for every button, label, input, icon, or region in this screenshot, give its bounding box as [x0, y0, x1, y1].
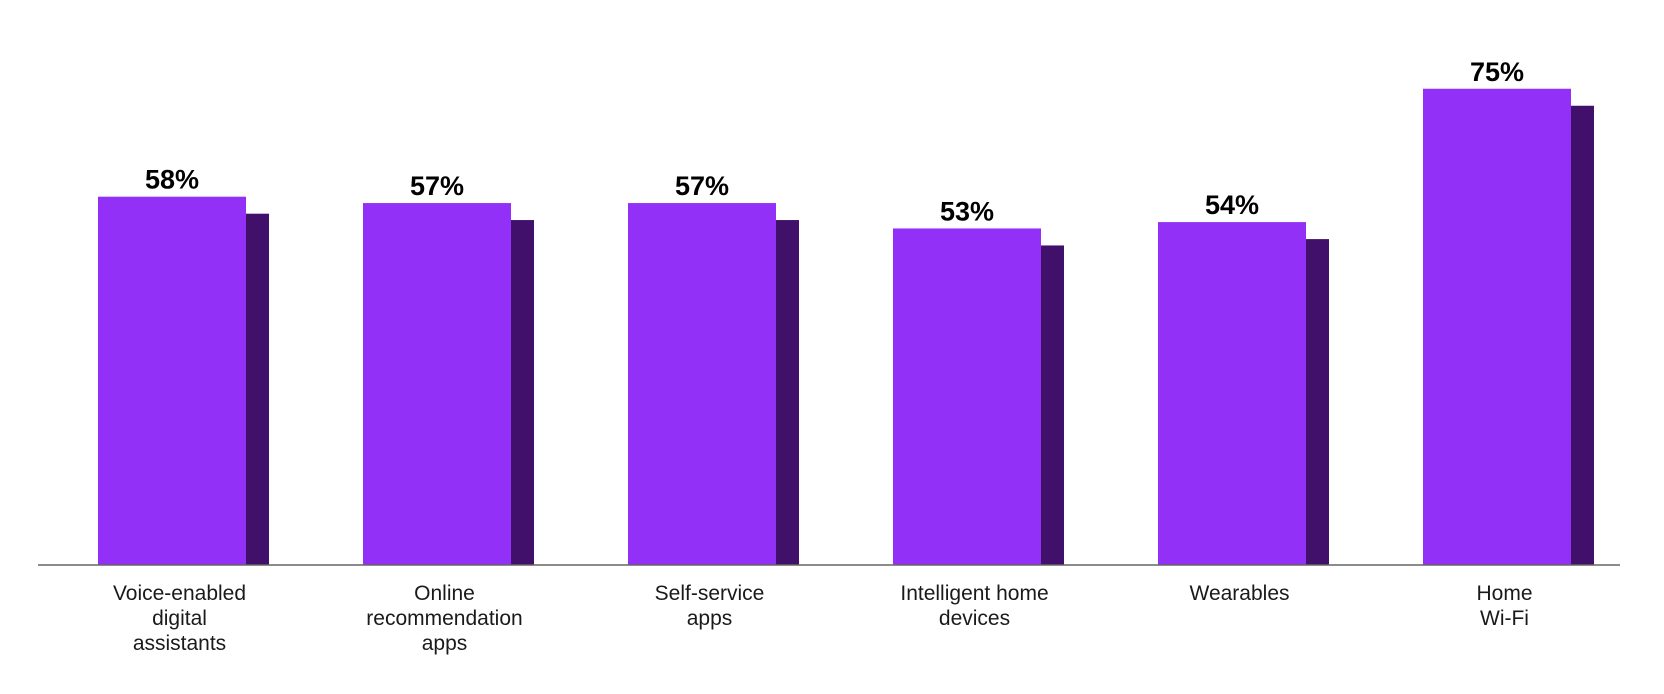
- bar-shadow-online-recommendation-apps: [511, 220, 534, 566]
- category-label-line: Online: [414, 582, 475, 605]
- bar-shadow-home-wi-fi: [1571, 105, 1594, 565]
- bar-intelligent-home-devices: [893, 228, 1041, 565]
- category-label-line: devices: [939, 607, 1010, 630]
- category-label-line: Intelligent home: [900, 582, 1048, 605]
- category-label-voice-enabled-digital-assistants: Voice-enabled digital assistants: [113, 582, 246, 655]
- category-label-line: Wi-Fi: [1480, 607, 1529, 630]
- category-label-line: apps: [687, 607, 733, 630]
- category-label-line: digital: [152, 607, 207, 630]
- category-label-intelligent-home-devices: Intelligent home devices: [900, 582, 1048, 630]
- bar-shadow-intelligent-home-devices: [1041, 245, 1064, 565]
- category-label-online-recommendation-apps: Online recommendation apps: [366, 582, 522, 655]
- bar-shadow-wearables: [1306, 239, 1329, 565]
- category-label-line: Wearables: [1190, 582, 1290, 605]
- value-label-home-wi-fi: 75%: [1470, 57, 1524, 87]
- category-label-self-service-apps: Self-service apps: [655, 582, 765, 630]
- category-label-line: Home: [1476, 582, 1532, 605]
- labels-layer: 58% Voice-enabled digital assistants 57% Onli…: [113, 57, 1533, 655]
- category-label-line: Voice-enabled: [113, 582, 246, 605]
- category-label-line: apps: [422, 632, 468, 655]
- bar-home-wi-fi: [1423, 88, 1571, 565]
- bar-shadow-voice-enabled-digital-assistants: [246, 213, 269, 565]
- bar-shadow-self-service-apps: [776, 220, 799, 566]
- value-label-self-service-apps: 57%: [675, 171, 729, 201]
- category-label-line: Self-service: [655, 582, 765, 605]
- value-label-wearables: 54%: [1205, 190, 1259, 220]
- bar-online-recommendation-apps: [363, 203, 511, 566]
- bars-layer: [98, 88, 1594, 566]
- value-label-voice-enabled-digital-assistants: 58%: [145, 165, 199, 195]
- category-label-home-wi-fi: Home Wi-Fi: [1476, 582, 1532, 630]
- bar-wearables: [1158, 222, 1306, 565]
- category-label-line: assistants: [133, 632, 226, 655]
- value-label-online-recommendation-apps: 57%: [410, 171, 464, 201]
- value-label-intelligent-home-devices: 53%: [940, 196, 994, 226]
- category-label-wearables: Wearables: [1190, 582, 1290, 605]
- bar-self-service-apps: [628, 203, 776, 566]
- bar-voice-enabled-digital-assistants: [98, 196, 246, 565]
- category-label-line: recommendation: [366, 607, 522, 630]
